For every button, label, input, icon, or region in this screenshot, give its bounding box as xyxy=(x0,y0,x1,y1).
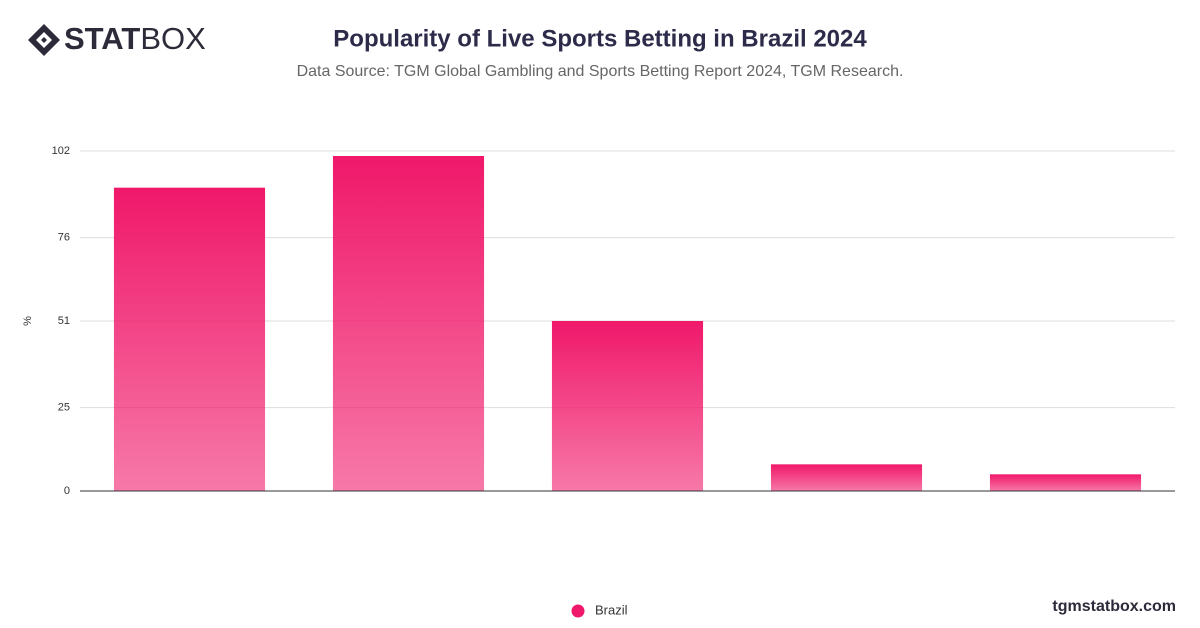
bar xyxy=(989,474,1142,491)
footer-url: tgmstatbox.com xyxy=(1052,598,1176,615)
logo-light: BOX xyxy=(140,21,206,56)
y-tick-label: 25 xyxy=(58,402,70,414)
y-tick-label: 76 xyxy=(58,232,70,244)
bar xyxy=(770,464,923,491)
y-tick-label: 0 xyxy=(64,485,70,497)
bar xyxy=(113,187,266,491)
legend-marker xyxy=(571,604,585,618)
chart-title: Popularity of Live Sports Betting in Bra… xyxy=(333,25,867,52)
bar xyxy=(551,321,704,491)
logo-icon xyxy=(28,24,60,56)
y-tick-label: 102 xyxy=(52,145,70,157)
logo: STATBOX xyxy=(28,21,206,56)
y-axis-label: % xyxy=(22,316,34,326)
bar xyxy=(332,156,485,491)
logo-text: STATBOX xyxy=(64,21,206,56)
chart-subtitle: Data Source: TGM Global Gambling and Spo… xyxy=(297,63,904,80)
y-tick-label: 51 xyxy=(58,315,70,327)
legend-label: Brazil xyxy=(595,602,628,617)
logo-bold: STAT xyxy=(64,21,140,56)
